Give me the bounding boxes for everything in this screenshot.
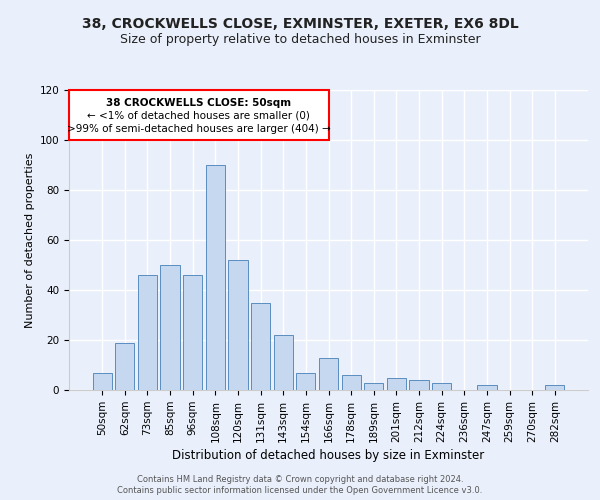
Bar	[432, 382, 451, 390]
Bar	[387, 378, 406, 390]
Bar	[409, 380, 428, 390]
Bar	[341, 375, 361, 390]
Bar	[206, 165, 225, 390]
Text: Contains public sector information licensed under the Open Government Licence v3: Contains public sector information licen…	[118, 486, 482, 495]
Y-axis label: Number of detached properties: Number of detached properties	[25, 152, 35, 328]
Bar	[183, 275, 202, 390]
Bar	[229, 260, 248, 390]
Bar	[138, 275, 157, 390]
Bar	[115, 342, 134, 390]
Bar	[160, 265, 180, 390]
Bar	[251, 302, 270, 390]
Text: 38 CROCKWELLS CLOSE: 50sqm: 38 CROCKWELLS CLOSE: 50sqm	[106, 98, 292, 108]
Text: 38, CROCKWELLS CLOSE, EXMINSTER, EXETER, EX6 8DL: 38, CROCKWELLS CLOSE, EXMINSTER, EXETER,…	[82, 18, 518, 32]
Bar	[92, 372, 112, 390]
FancyBboxPatch shape	[69, 90, 329, 140]
Text: Size of property relative to detached houses in Exminster: Size of property relative to detached ho…	[119, 32, 481, 46]
Bar	[545, 385, 565, 390]
Text: ← <1% of detached houses are smaller (0): ← <1% of detached houses are smaller (0)	[88, 110, 310, 120]
Bar	[477, 385, 497, 390]
Text: >99% of semi-detached houses are larger (404) →: >99% of semi-detached houses are larger …	[67, 124, 331, 134]
Bar	[296, 372, 316, 390]
Bar	[274, 335, 293, 390]
X-axis label: Distribution of detached houses by size in Exminster: Distribution of detached houses by size …	[172, 449, 485, 462]
Text: Contains HM Land Registry data © Crown copyright and database right 2024.: Contains HM Land Registry data © Crown c…	[137, 475, 463, 484]
Bar	[319, 358, 338, 390]
Bar	[364, 382, 383, 390]
